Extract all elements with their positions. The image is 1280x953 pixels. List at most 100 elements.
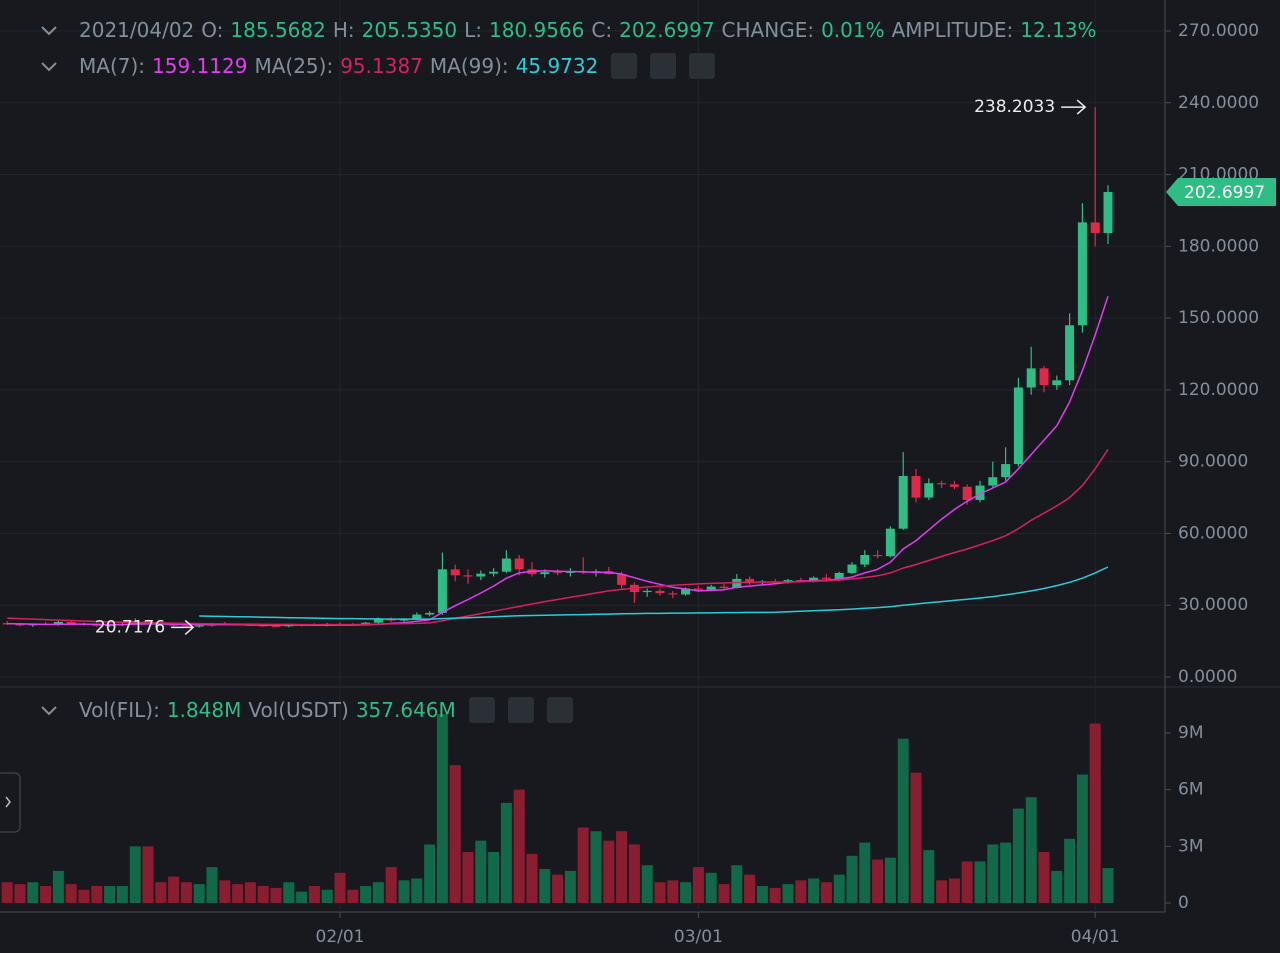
candle-body xyxy=(489,571,499,574)
label: L: xyxy=(464,18,482,42)
volume-bar xyxy=(232,884,244,903)
volume-bar xyxy=(936,880,948,903)
volume-bar xyxy=(1089,723,1101,903)
candle-body xyxy=(860,554,870,565)
candle-body xyxy=(783,580,793,582)
candle-body xyxy=(809,577,819,582)
volume-bar xyxy=(257,886,269,903)
grid xyxy=(0,0,1165,912)
volume-bar xyxy=(180,882,192,903)
candle-body xyxy=(962,486,972,500)
candle-body xyxy=(66,621,76,624)
x-tick-label: 02/01 xyxy=(316,927,365,947)
candle-body xyxy=(668,593,678,595)
collapse-icon[interactable] xyxy=(40,24,58,36)
volume-bar xyxy=(206,867,218,903)
ma-value: 45.9732 xyxy=(515,54,599,78)
candle-body xyxy=(463,575,473,577)
candle-body xyxy=(1103,192,1113,234)
volume-bar xyxy=(14,884,26,903)
volume-bar xyxy=(1012,808,1024,903)
volume-bar xyxy=(462,852,474,903)
candle-body xyxy=(1052,380,1062,386)
close-button[interactable] xyxy=(689,53,716,79)
candle-body xyxy=(476,573,486,577)
low-marker-arrow xyxy=(171,619,195,635)
ma-value: 159.1129 xyxy=(152,54,248,78)
volume-bar xyxy=(1102,868,1114,903)
eye-button[interactable] xyxy=(468,697,495,723)
candle-body xyxy=(1077,222,1087,326)
volume-bar xyxy=(1038,852,1050,903)
close-button[interactable] xyxy=(546,697,573,723)
label: H: xyxy=(332,18,355,42)
volume-bar xyxy=(296,891,308,903)
candle-body xyxy=(745,578,755,583)
volume-bar xyxy=(129,846,141,903)
volume-bar xyxy=(718,884,730,903)
volume-bar xyxy=(1,882,13,903)
volume-y-tick-label: 3M xyxy=(1178,836,1203,856)
volume-bar xyxy=(27,882,39,903)
value: 0.01% xyxy=(821,18,885,42)
volume-bar xyxy=(193,884,205,903)
volume-bar xyxy=(744,874,756,903)
x-tick-label: 03/01 xyxy=(674,927,723,947)
volume-bar xyxy=(168,876,180,903)
y-tick-label: 120.0000 xyxy=(1178,380,1259,400)
candle-body xyxy=(92,624,102,626)
candle-body xyxy=(565,571,575,573)
candle-body xyxy=(617,574,627,585)
volume-bar xyxy=(449,765,461,903)
x-tick-label: 04/01 xyxy=(1071,927,1120,947)
ma-label: MA(7): xyxy=(79,54,146,78)
ma-label: MA(99): xyxy=(429,54,509,78)
eye-button[interactable] xyxy=(611,53,638,79)
volume-bar xyxy=(948,878,960,903)
last-price-label: 202.6997 xyxy=(1184,183,1265,203)
y-tick-label: 30.0000 xyxy=(1178,595,1248,615)
volume-bar xyxy=(116,886,128,903)
candle-body xyxy=(450,569,460,576)
volume-bar xyxy=(756,886,768,903)
date: 2021/04/02 xyxy=(79,18,195,42)
volume-bar xyxy=(526,853,538,903)
candle-body xyxy=(873,554,883,557)
volume-bar xyxy=(974,861,986,903)
volume-bar xyxy=(884,857,896,903)
collapse-icon[interactable] xyxy=(40,704,58,716)
volume-bar xyxy=(705,872,717,903)
label: CHANGE: xyxy=(721,18,815,42)
volume-bar xyxy=(436,714,448,903)
volume-bar xyxy=(654,882,666,903)
high-marker-arrow xyxy=(1061,99,1087,115)
candle-body xyxy=(847,564,857,573)
candle-body xyxy=(553,572,563,574)
high-marker-label: 238.2033 xyxy=(974,97,1055,117)
volume-bar xyxy=(1025,797,1037,903)
volume-y-tick-label: 9M xyxy=(1178,723,1203,743)
volume-bar xyxy=(91,886,103,903)
candle-body xyxy=(898,476,908,529)
settings-button[interactable] xyxy=(650,53,677,79)
candle-body xyxy=(821,577,831,579)
volume-bar xyxy=(283,882,295,903)
label: O: xyxy=(201,18,224,42)
candle-body xyxy=(834,572,844,579)
value: 205.5350 xyxy=(361,18,458,42)
label: C: xyxy=(591,18,613,42)
candle-body xyxy=(719,586,729,588)
settings-button[interactable] xyxy=(507,697,534,723)
volume-bar xyxy=(923,850,935,903)
volume-value: 1.848M xyxy=(166,698,242,722)
ma-value: 95.1387 xyxy=(340,54,423,78)
collapse-icon[interactable] xyxy=(40,60,58,72)
candle-body xyxy=(1090,222,1100,234)
volume-bar xyxy=(347,889,359,903)
volume-bar xyxy=(910,772,922,903)
volume-bar xyxy=(667,880,679,903)
volume-bar xyxy=(500,802,512,903)
volume-bar xyxy=(680,882,692,903)
